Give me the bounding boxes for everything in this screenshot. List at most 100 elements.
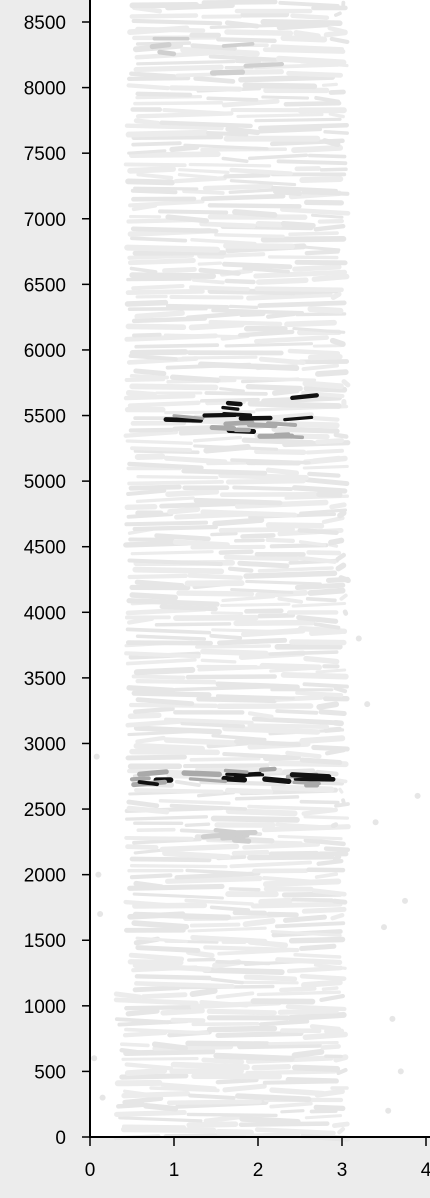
trace-segment (301, 906, 347, 914)
y-tick-label: 5500 (24, 407, 66, 428)
trace-segment (183, 763, 270, 769)
trace-segment (159, 501, 237, 509)
trace-segment (291, 601, 347, 608)
trace-segment (287, 1011, 347, 1021)
trace-segment (199, 221, 256, 229)
trace-segment (185, 868, 248, 876)
trace-segment (288, 231, 339, 237)
trace-segment (133, 186, 199, 191)
trace-segment (170, 1061, 250, 1071)
trace-segment (265, 522, 325, 529)
trace-segment (206, 1025, 278, 1033)
trace-segment (271, 387, 300, 396)
trace-segment (133, 449, 200, 455)
signal-segment (277, 434, 305, 440)
trace-segment (240, 533, 276, 539)
trace-segment (166, 1099, 262, 1106)
trace-segment (222, 1083, 267, 1093)
trace-segment (297, 528, 339, 535)
trace-segment (228, 304, 259, 310)
trace-segment (200, 193, 286, 202)
trace-segment (178, 168, 230, 174)
signal-segment (172, 414, 205, 420)
trace-segment (129, 748, 220, 756)
trace-segment (244, 608, 284, 614)
trace-segment (215, 1129, 254, 1136)
trace-segment (213, 1052, 295, 1062)
trace-segment (210, 977, 244, 985)
trace-segment (321, 82, 338, 87)
trace-segment (329, 36, 350, 45)
trace-segment (225, 126, 261, 136)
trace-dot (97, 911, 104, 917)
trace-dot (355, 635, 362, 642)
trace-segment (302, 464, 349, 470)
signal-segment (188, 777, 228, 784)
trace-segment (258, 1019, 310, 1027)
trace-segment (332, 854, 342, 863)
trace-segment (301, 190, 350, 196)
trace-segment (260, 235, 347, 243)
trace-segment (114, 1109, 187, 1117)
signal-segment (283, 415, 314, 422)
trace-segment (236, 113, 324, 118)
trace-segment (185, 674, 277, 680)
trace-segment (307, 306, 344, 314)
y-tick-label: 7500 (24, 144, 66, 165)
trace-segment (203, 945, 300, 953)
trace-segment (258, 356, 306, 366)
trace-segment (311, 273, 350, 282)
trace-segment (321, 515, 345, 525)
trace-segment (336, 1068, 348, 1076)
trace-segment (134, 310, 185, 320)
signal-segment (129, 776, 151, 782)
trace-segment (270, 930, 342, 937)
trace-segment (333, 1054, 349, 1063)
trace-segment (242, 842, 321, 850)
trace-segment (294, 582, 346, 590)
trace-segment (321, 986, 339, 991)
trace-segment (131, 134, 224, 140)
trace-segment (200, 658, 237, 664)
trace-segment (133, 368, 167, 377)
trace-segment (269, 1101, 313, 1109)
trace-segment (120, 1042, 150, 1048)
trace-segment (235, 1093, 312, 1103)
trace-segment (215, 991, 255, 999)
trace-segment (220, 602, 291, 608)
trace-segment (299, 176, 344, 184)
trace-segment (206, 131, 249, 137)
signal-segment (238, 415, 273, 421)
trace-segment (328, 112, 345, 119)
trace-segment (129, 373, 170, 380)
trace-segment (292, 326, 346, 334)
trace-segment (323, 129, 349, 135)
trace-segment (187, 957, 216, 962)
trace-segment (124, 123, 224, 131)
signal-segment (220, 835, 246, 841)
trace-segment (314, 95, 341, 104)
trace-segment (131, 18, 223, 26)
trace-segment (135, 91, 193, 98)
trace-segment (223, 252, 266, 258)
trace-segment (210, 531, 238, 537)
trace-segment (209, 633, 243, 640)
trace-segment (123, 1089, 151, 1097)
trace-segment (262, 47, 346, 54)
trace-dot (95, 871, 102, 878)
trace-segment (124, 1062, 173, 1071)
trace-segment (184, 898, 254, 906)
x-tick-label: 0 (85, 1160, 96, 1181)
trace-segment (227, 566, 254, 573)
trace-segment (243, 570, 338, 579)
trace-segment (258, 122, 349, 131)
trace-segment (245, 1069, 337, 1076)
trace-segment (215, 1030, 304, 1038)
trace-segment (215, 1077, 259, 1085)
trace-segment (158, 799, 231, 805)
trace-dot (385, 1107, 392, 1114)
trace-segment (333, 11, 342, 17)
trace-segment (341, 798, 346, 806)
trace-segment (262, 875, 314, 884)
trace-segment (190, 238, 257, 246)
